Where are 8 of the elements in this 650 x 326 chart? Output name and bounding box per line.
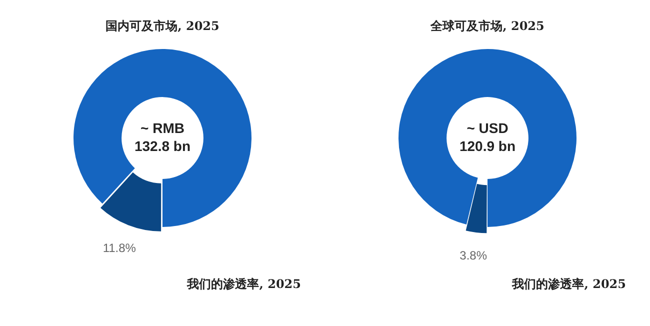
chart-title: 全球可及市场, 2025 xyxy=(430,18,546,35)
text: 我们的渗透率, 2025 xyxy=(187,276,301,293)
text: 我们的渗透率, 2025 xyxy=(512,276,626,293)
chart-title: 国内可及市场, 2025 xyxy=(104,18,220,35)
text: ~ USD 120.9 bn xyxy=(459,120,516,154)
data-label: 11.8% xyxy=(102,241,136,256)
text: ~ RMB 132.8 bn xyxy=(134,120,191,154)
data-label: 3.8% xyxy=(460,248,488,262)
